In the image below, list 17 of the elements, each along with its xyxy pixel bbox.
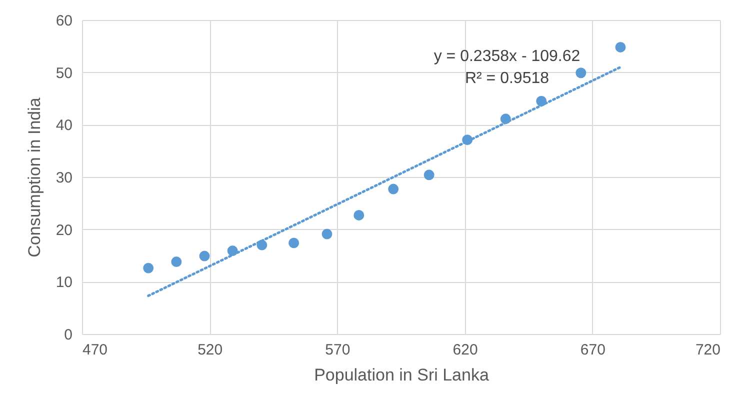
x-tick-label: 720 (695, 342, 720, 358)
y-tick-label: 30 (56, 170, 72, 186)
x-tick-label: 470 (82, 342, 108, 358)
x-tick-label: 520 (198, 342, 223, 358)
y-axis-title: Consumption in India (24, 97, 44, 258)
y-tick-label: 20 (56, 222, 72, 239)
annotation: R² = 0.9518 (464, 70, 550, 87)
y-tick-label: 60 (56, 12, 72, 30)
x-tick-label: 570 (325, 342, 350, 358)
y-tick-label: 40 (56, 117, 72, 134)
y-tick-label: 50 (56, 64, 72, 82)
y-tick-label: 10 (56, 274, 72, 292)
x-tick-label: 620 (452, 342, 478, 358)
x-tick-label: 670 (580, 342, 606, 358)
annotation: y = 0.2358x - 109.62 (434, 48, 580, 65)
y-tick-label: 0 (64, 326, 72, 344)
x-axis-title: Population in Sri Lanka (314, 366, 490, 384)
